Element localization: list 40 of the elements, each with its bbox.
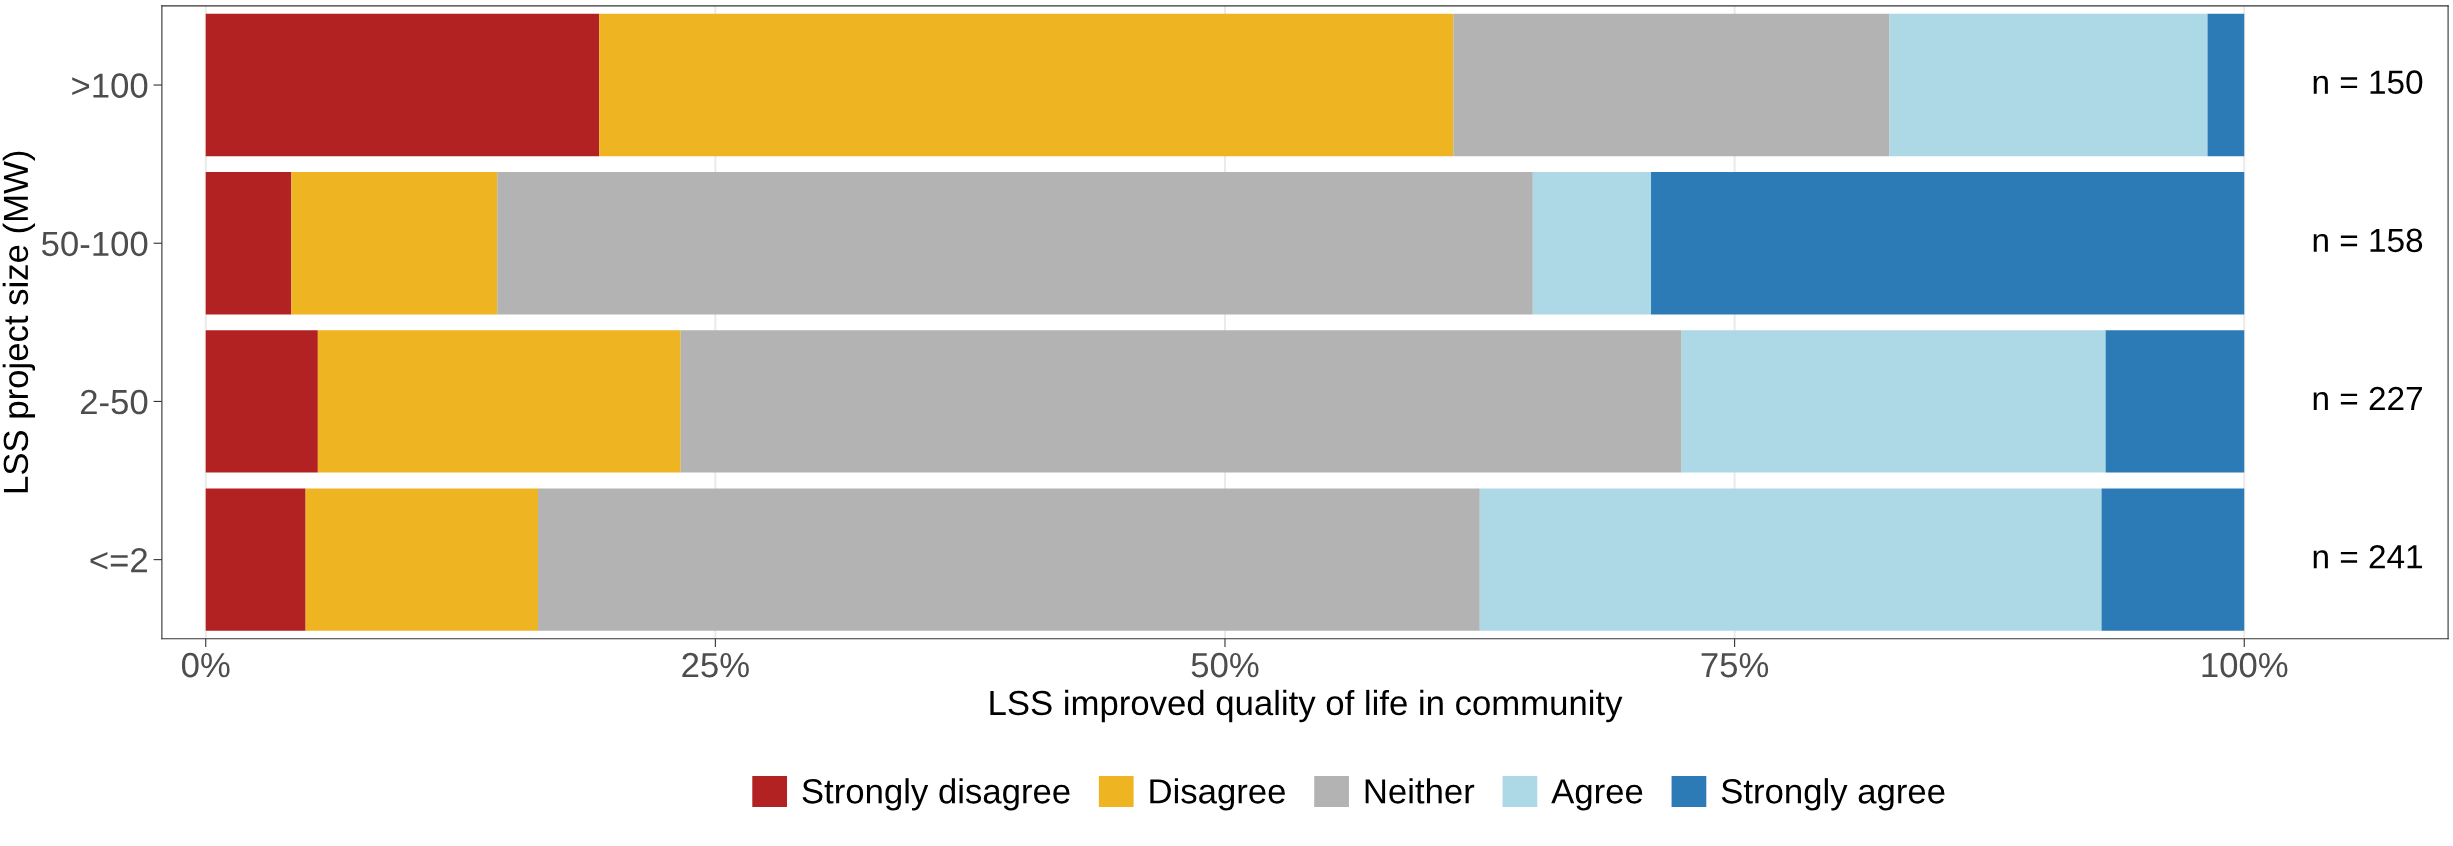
legend-label: Strongly disagree: [802, 778, 1070, 811]
bar: [680, 330, 1682, 473]
x-tick-label: 0%: [181, 652, 230, 678]
bar: [205, 488, 306, 631]
bar: [1889, 13, 2208, 157]
bar: [2207, 13, 2245, 157]
legend-label: Strongly agree: [1721, 778, 1945, 811]
annotation: n = 227: [2313, 386, 2422, 411]
y-tick-label: >100: [72, 73, 148, 98]
legend-label: Agree: [1551, 779, 1643, 811]
bar: [205, 172, 292, 315]
bar: [538, 488, 1480, 631]
x-tick-label: 50%: [1191, 652, 1259, 678]
legend-label: Neither: [1365, 778, 1475, 804]
y-tick-label: 2-50: [80, 389, 148, 415]
bar: [1532, 172, 1652, 315]
bar: [205, 330, 318, 473]
annotation: n = 150: [2313, 70, 2423, 94]
bar: [1681, 330, 2106, 473]
x-tick-label: 75%: [1701, 652, 1769, 678]
bar: [205, 13, 600, 157]
annotation: n = 241: [2313, 544, 2422, 569]
y-tick-label: <=2: [90, 547, 147, 573]
bar: [497, 172, 1533, 315]
y-axis-title: LSS project size (MW): [2, 151, 36, 493]
bar: [2105, 330, 2245, 473]
bar: [291, 172, 498, 315]
bar: [1453, 13, 1890, 157]
bar: [317, 330, 681, 473]
annotation: n = 158: [2313, 228, 2423, 253]
x-axis-title: LSS improved quality of life in community: [990, 689, 1623, 723]
bar: [1479, 488, 2102, 631]
bar: [599, 13, 1454, 157]
x-tick-label: 25%: [682, 652, 749, 678]
bar: [305, 488, 538, 631]
bar: [1651, 172, 2245, 315]
x-tick-label: 100%: [2202, 652, 2288, 678]
y-tick-label: 50-100: [41, 231, 148, 257]
bar: [2101, 488, 2245, 631]
legend-label: Disagree: [1150, 778, 1285, 811]
